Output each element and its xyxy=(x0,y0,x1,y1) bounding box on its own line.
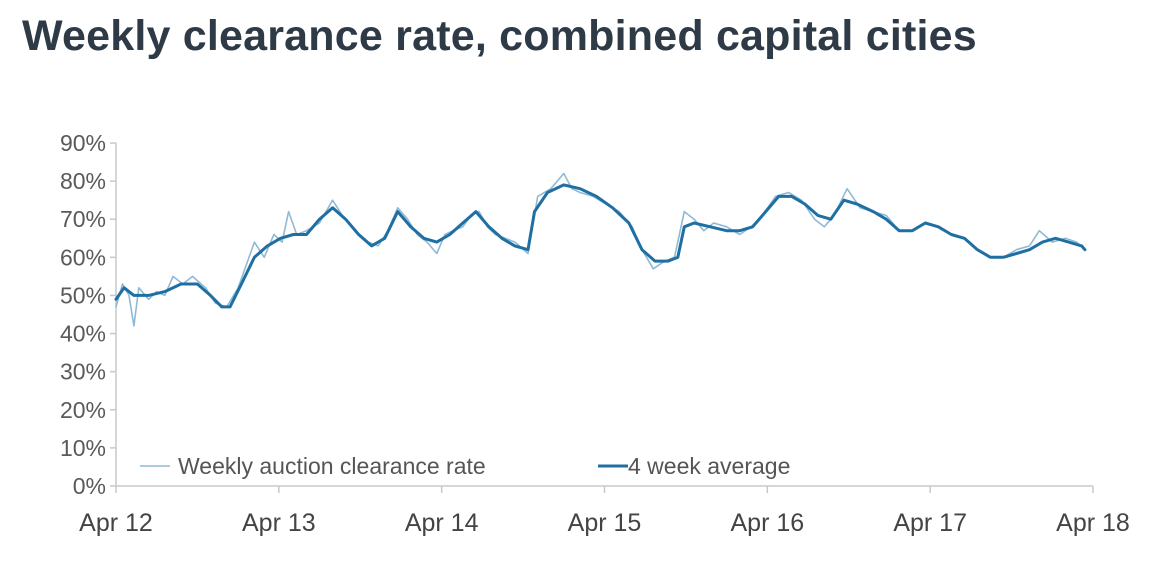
y-tick-label: 40% xyxy=(60,321,106,347)
x-tick-label: Apr 15 xyxy=(568,509,642,537)
axes: 0% 10% 20% 30% 40% 50% 60% 70% 80% 90% Apr 12 Apr 1… xyxy=(60,130,1130,537)
x-tick-label: Apr 13 xyxy=(242,509,316,537)
series-line-average xyxy=(114,183,1087,309)
x-tick-label: Apr 17 xyxy=(893,509,967,537)
series-layer xyxy=(114,172,1087,327)
y-tick-label: 50% xyxy=(60,282,106,308)
legend: Weekly auction clearance rate 4 week aver… xyxy=(140,453,790,479)
y-tick-label: 90% xyxy=(60,130,106,156)
x-tick-label: Apr 14 xyxy=(405,509,479,537)
y-tick-label: 70% xyxy=(60,206,106,232)
y-tick-label: 80% xyxy=(60,168,106,194)
x-tick-label: Apr 12 xyxy=(79,509,153,537)
legend-label-weekly: Weekly auction clearance rate xyxy=(178,453,486,479)
y-tick-label: 30% xyxy=(60,359,106,385)
legend-label-average: 4 week average xyxy=(628,453,790,479)
y-tick-label: 20% xyxy=(60,397,106,423)
x-tick-label: Apr 16 xyxy=(730,509,804,537)
y-tick-label: 0% xyxy=(73,473,106,499)
x-tick-label: Apr 18 xyxy=(1056,509,1130,537)
y-tick-label: 60% xyxy=(60,244,106,270)
y-tick-label: 10% xyxy=(60,435,106,461)
chart-title: Weekly clearance rate, combined capital … xyxy=(22,12,977,60)
